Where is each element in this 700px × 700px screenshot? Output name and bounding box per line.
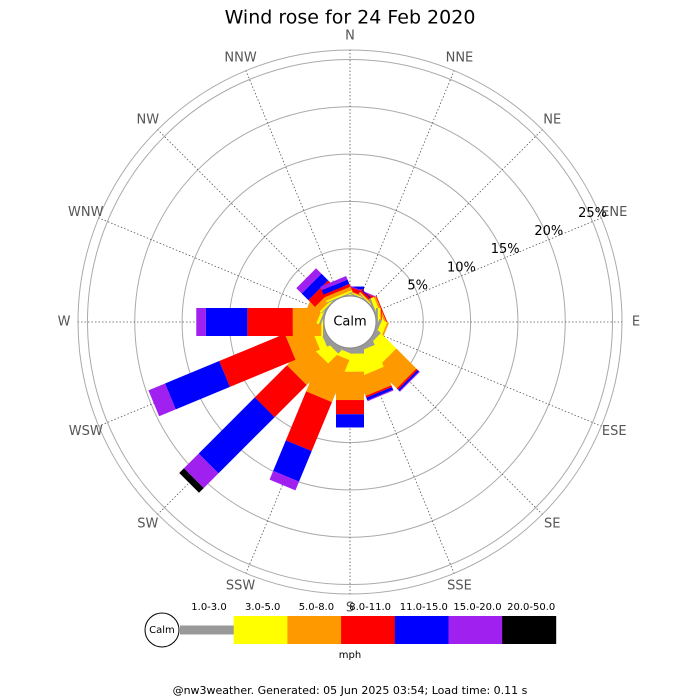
legend-label: 11.0-15.0 — [400, 602, 448, 613]
legend-label: 15.0-20.0 — [453, 602, 501, 613]
legend-swatch — [287, 616, 342, 644]
bar-segment — [219, 333, 296, 387]
direction-label: W — [58, 315, 71, 330]
direction-label: ENE — [601, 205, 627, 220]
spoke — [359, 70, 455, 299]
legend-label: 5.0-8.0 — [299, 602, 334, 613]
bar-segment — [148, 383, 176, 417]
legend-swatch — [180, 625, 234, 635]
ring-label: 10% — [447, 260, 476, 275]
bar-segment — [254, 365, 307, 418]
ring-label: 25% — [578, 206, 607, 221]
spoke — [157, 129, 332, 304]
direction-label: ESE — [602, 424, 627, 439]
ring-label: 20% — [534, 224, 563, 239]
legend-calm-circle — [144, 612, 180, 648]
bar-segment — [367, 389, 394, 402]
direction-label: NNE — [446, 50, 474, 65]
bar-segment — [179, 468, 204, 493]
bar-segment — [306, 349, 350, 403]
legend-swatch — [341, 616, 396, 644]
bar-segment — [336, 414, 364, 428]
spoke — [368, 129, 543, 304]
bar-segment — [399, 371, 420, 392]
bar-segment — [285, 391, 332, 452]
bar-segment — [205, 308, 248, 336]
spoke — [245, 70, 341, 299]
bar-segment — [336, 400, 364, 415]
bar-segment — [296, 268, 322, 294]
calm-label: Calm — [333, 315, 366, 330]
direction-label: SW — [137, 517, 158, 532]
bar-segment — [269, 470, 300, 491]
legend-swatch — [502, 616, 557, 644]
bar-segment — [196, 308, 206, 336]
bar-segment — [273, 440, 312, 482]
direction-label: NNW — [224, 50, 256, 65]
bar-segment — [323, 283, 351, 298]
direction-label: SE — [544, 517, 560, 532]
legend-label: 3.0-5.0 — [245, 602, 280, 613]
bar-segment — [183, 453, 219, 489]
bar-segment — [397, 369, 420, 392]
bar-segment — [376, 348, 417, 389]
grid-ring — [181, 153, 519, 491]
ring-label: 5% — [407, 278, 428, 293]
legend-swatch — [448, 616, 503, 644]
calm-circle — [323, 295, 377, 349]
bar-segment — [198, 397, 275, 474]
grid-ring — [86, 58, 614, 586]
spoke — [373, 331, 602, 427]
legend-calm-label: Calm — [149, 625, 175, 636]
spoke — [98, 217, 327, 313]
bar-segment — [324, 286, 352, 301]
bar-segment — [301, 273, 329, 301]
direction-label: WSW — [69, 424, 103, 439]
bar-segment — [165, 361, 230, 410]
ring-label: 15% — [491, 242, 520, 257]
spoke — [373, 217, 602, 313]
legend-unit: mph — [339, 650, 361, 661]
spoke — [368, 340, 543, 515]
bar-segment — [326, 289, 353, 303]
direction-label: E — [632, 315, 640, 330]
direction-label: SSW — [226, 579, 256, 594]
footer: @nw3weather. Generated: 05 Jun 2025 03:5… — [173, 684, 528, 697]
direction-label: N — [345, 29, 355, 44]
direction-label: NE — [543, 112, 561, 127]
direction-label: WNW — [68, 205, 104, 220]
legend-swatch — [394, 616, 449, 644]
bar-segment — [320, 276, 348, 291]
bar-segment — [286, 343, 329, 386]
bar-segment — [366, 386, 394, 401]
direction-label: SSE — [447, 579, 472, 594]
bar-segment — [365, 385, 393, 398]
direction-label: NW — [136, 112, 159, 127]
bar-segment — [321, 279, 350, 295]
direction-label: S — [346, 601, 354, 616]
legend-swatch — [233, 616, 288, 644]
legend-label: 20.0-50.0 — [507, 602, 555, 613]
legend-label: 1.0-3.0 — [191, 602, 226, 613]
bar-segment — [357, 366, 392, 396]
bar-segment — [247, 308, 293, 336]
bar-segment — [396, 368, 418, 390]
bar-segment — [336, 294, 364, 296]
chart-title: Wind rose for 24 Feb 2020 — [225, 7, 476, 29]
legend-label: 8.0-11.0 — [349, 602, 391, 613]
spoke — [359, 345, 455, 574]
